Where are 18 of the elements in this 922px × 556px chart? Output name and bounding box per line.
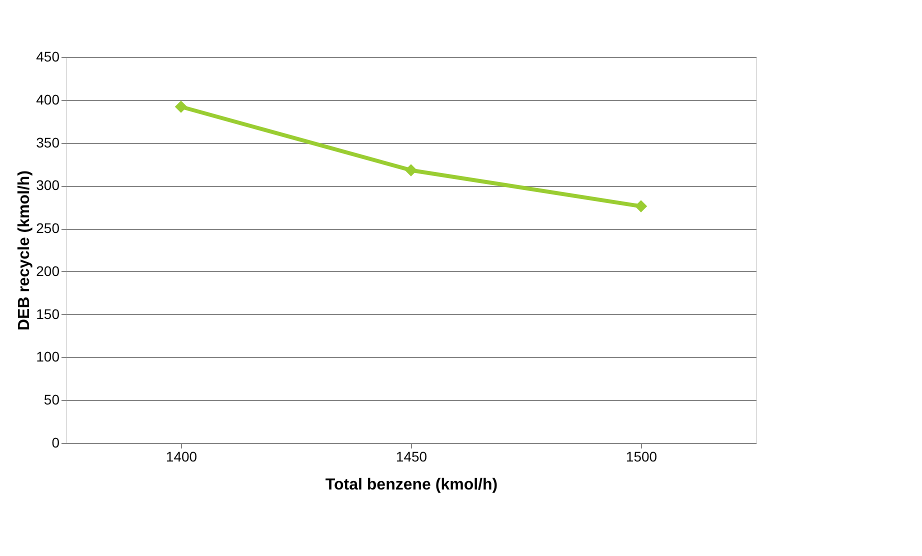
y-tick-label: 350 [36,134,60,150]
y-axis-title: DEB recycle (kmol/h) [16,170,34,331]
x-axis-title: Total benzene (kmol/h) [325,476,498,494]
point [404,164,418,176]
point [634,200,648,212]
y-tick-label: 200 [36,262,60,279]
y-tick-label: 450 [36,48,60,64]
y-tick-label: 400 [36,91,60,108]
y-tick-label: 100 [36,348,60,365]
y-tick-label: 0 [52,434,60,450]
y-tick-label: 50 [44,392,60,408]
y-tick-label: 250 [36,220,60,236]
y-tick-label: 300 [36,177,60,194]
x-tick-label: 1450 [396,448,428,464]
point [174,100,188,113]
y-tick-label: 150 [36,306,60,322]
x-tick-label: 1500 [626,448,658,464]
x-tick-label: 1400 [166,448,198,464]
